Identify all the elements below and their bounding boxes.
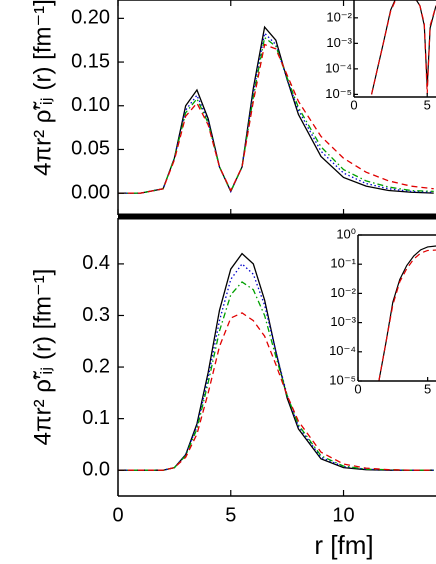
plot-area [118, 252, 434, 471]
plot-area [378, 245, 436, 381]
inset-background [354, 0, 436, 97]
data-line [378, 249, 436, 381]
y-tick-label: 0.1 [82, 407, 110, 429]
y-tick-label: 0.0 [82, 458, 110, 480]
x-tick-label: 10 [332, 504, 354, 526]
x-axis-label: r [fm] [314, 530, 373, 560]
y-tick-label: 0.3 [82, 304, 110, 326]
y-tick-label: 10⁻⁵ [325, 86, 352, 101]
y-axis-label: 4πr² ρ̃′ᵢⱼ (r) [fm⁻¹] [29, 269, 56, 446]
y-axis-label: 4πr² ρ̃′ᵢⱼ (r) [fm⁻¹] [29, 0, 56, 176]
y-tick-label: 10⁻¹ [330, 256, 356, 271]
x-tick-label: 5 [225, 504, 236, 526]
y-tick-label: 0.10 [71, 94, 110, 116]
y-tick-label: 10⁻⁴ [325, 60, 352, 75]
y-tick-label: 0.2 [82, 355, 110, 377]
data-line [118, 43, 434, 194]
y-tick-label: 10⁰ [336, 226, 356, 241]
plot-area [118, 25, 434, 194]
y-tick-label: 10⁻³ [330, 314, 356, 329]
y-tick-label: 10⁻⁵ [329, 372, 356, 387]
data-line [118, 312, 434, 471]
y-tick-label: 10⁻³ [326, 35, 352, 50]
inset-background [358, 235, 436, 381]
plot-area [370, 0, 436, 95]
y-tick-label: 0.05 [71, 138, 110, 160]
data-line [118, 36, 434, 194]
y-tick-label: 10⁻⁴ [329, 343, 356, 358]
data-line [118, 281, 434, 471]
x-tick-label: 5 [424, 381, 431, 396]
x-tick-label: 0 [350, 97, 357, 112]
y-tick-label: 10⁻² [330, 285, 356, 300]
y-tick-label: 10⁻² [326, 9, 352, 24]
y-tick-label: 0.00 [71, 181, 110, 203]
y-tick-label: 0.20 [71, 7, 110, 29]
x-tick-label: 0 [112, 504, 123, 526]
y-tick-label: 0.15 [71, 50, 110, 72]
x-tick-label: 0 [354, 381, 361, 396]
data-line [370, 0, 436, 95]
x-tick-label: 5 [424, 97, 431, 112]
y-tick-label: 0.4 [82, 252, 110, 274]
